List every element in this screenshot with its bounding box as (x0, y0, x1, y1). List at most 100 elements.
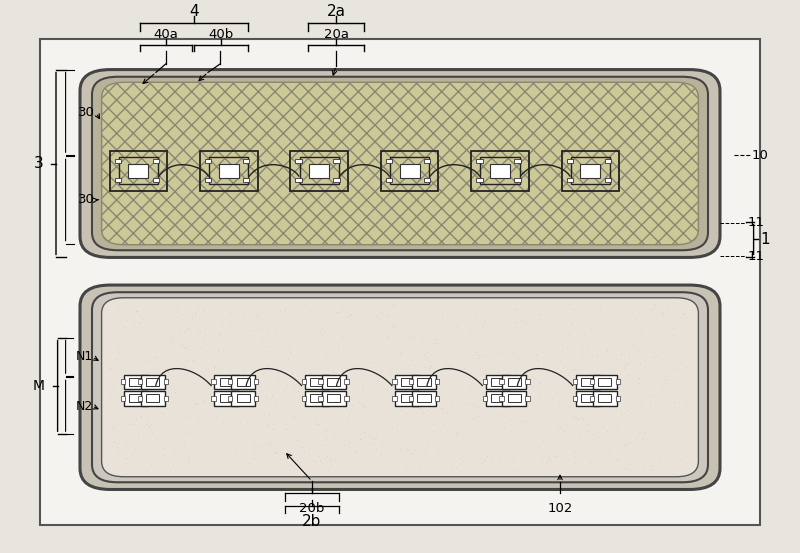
Point (664, 456, 677, 465)
Bar (328, 396, 332, 401)
Point (642, 429, 654, 438)
Point (237, 374, 250, 383)
Point (182, 462, 194, 471)
Bar (590, 396, 594, 401)
Point (614, 439, 626, 447)
Point (254, 442, 266, 451)
Point (631, 373, 644, 382)
Bar (128, 164, 149, 178)
Point (350, 389, 362, 398)
Point (155, 348, 168, 357)
Point (416, 422, 429, 431)
Point (298, 361, 311, 369)
Point (472, 436, 485, 445)
Text: 20b: 20b (299, 502, 325, 515)
Point (622, 349, 634, 358)
Point (370, 392, 382, 401)
Point (210, 413, 222, 422)
Point (394, 444, 407, 452)
Point (506, 453, 518, 462)
Bar (344, 379, 349, 384)
Point (494, 452, 506, 461)
Point (470, 344, 483, 353)
Point (426, 467, 439, 476)
Point (435, 404, 448, 413)
Point (162, 367, 174, 376)
Point (494, 380, 506, 389)
Point (640, 341, 653, 350)
Point (126, 345, 138, 354)
Point (334, 389, 347, 398)
Point (670, 355, 683, 364)
Point (528, 404, 541, 413)
Point (234, 398, 247, 406)
Point (178, 362, 191, 371)
Point (343, 310, 356, 319)
Bar (302, 379, 306, 384)
Point (662, 303, 674, 312)
Point (619, 359, 632, 368)
Point (422, 364, 435, 373)
Point (370, 380, 382, 389)
Point (131, 372, 144, 380)
Point (670, 431, 682, 440)
Point (396, 416, 409, 425)
Point (109, 425, 122, 434)
Point (254, 324, 267, 332)
Bar (476, 178, 482, 182)
Point (424, 362, 437, 371)
Point (107, 362, 120, 371)
Point (509, 394, 522, 403)
Point (302, 335, 315, 343)
Point (547, 362, 560, 371)
Point (578, 330, 591, 339)
Bar (615, 396, 620, 401)
FancyBboxPatch shape (80, 285, 720, 489)
Point (189, 322, 202, 331)
Point (392, 350, 405, 359)
Point (198, 324, 211, 333)
Point (658, 431, 671, 440)
Point (152, 394, 165, 403)
Point (634, 396, 646, 405)
Point (646, 335, 659, 343)
Point (141, 418, 154, 426)
Point (666, 324, 679, 332)
Point (629, 457, 642, 466)
Bar (486, 374, 510, 389)
Bar (153, 178, 159, 182)
Point (304, 304, 317, 313)
Point (330, 381, 342, 390)
Point (372, 377, 385, 385)
Point (563, 403, 576, 411)
Point (499, 412, 512, 421)
Point (290, 456, 303, 465)
Point (642, 390, 654, 399)
Point (358, 427, 370, 436)
Point (290, 357, 302, 366)
Point (106, 371, 118, 380)
Point (351, 354, 364, 363)
Point (242, 458, 255, 467)
Bar (471, 151, 529, 191)
Point (151, 414, 164, 422)
Point (612, 420, 625, 429)
Point (586, 350, 598, 359)
Point (134, 312, 146, 321)
Bar (305, 391, 329, 405)
Point (520, 424, 533, 432)
Point (454, 327, 467, 336)
Point (572, 458, 585, 467)
Point (566, 342, 578, 351)
Bar (401, 378, 414, 385)
Point (149, 446, 162, 455)
Point (564, 299, 577, 308)
Point (403, 331, 416, 340)
Point (190, 415, 202, 424)
Point (658, 376, 670, 385)
Point (397, 375, 410, 384)
Point (237, 369, 250, 378)
Point (250, 461, 262, 470)
Point (257, 369, 270, 378)
Bar (124, 374, 148, 389)
